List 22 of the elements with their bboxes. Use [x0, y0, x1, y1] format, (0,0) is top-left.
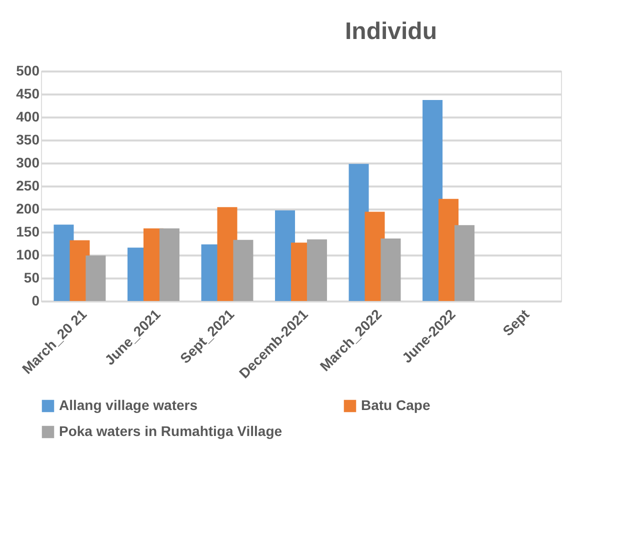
- legend-label: Poka waters in Rumahtiga Village: [59, 423, 282, 439]
- y-tick-label: 50: [24, 270, 40, 286]
- y-tick-label: 300: [16, 154, 40, 170]
- bar: [422, 100, 443, 301]
- y-tick-label: 400: [16, 108, 40, 124]
- bar: [159, 228, 180, 301]
- legend-label: Batu Cape: [361, 397, 430, 413]
- y-tick-label: 450: [16, 86, 40, 102]
- y-tick-label: 100: [16, 246, 40, 262]
- y-tick-label: 250: [16, 178, 40, 194]
- bar: [233, 240, 254, 301]
- y-tick-label: 0: [32, 292, 40, 308]
- y-tick-label: 350: [16, 132, 40, 148]
- y-tick-label: 200: [16, 200, 40, 216]
- bar: [306, 239, 327, 301]
- y-tick-label: 150: [16, 224, 40, 240]
- legend-label: Allang village waters: [59, 397, 198, 413]
- bar: [86, 255, 106, 301]
- chart-title: Individu: [345, 18, 437, 45]
- bar: [380, 238, 401, 301]
- bar: [454, 225, 474, 301]
- y-tick-label: 500: [16, 62, 40, 78]
